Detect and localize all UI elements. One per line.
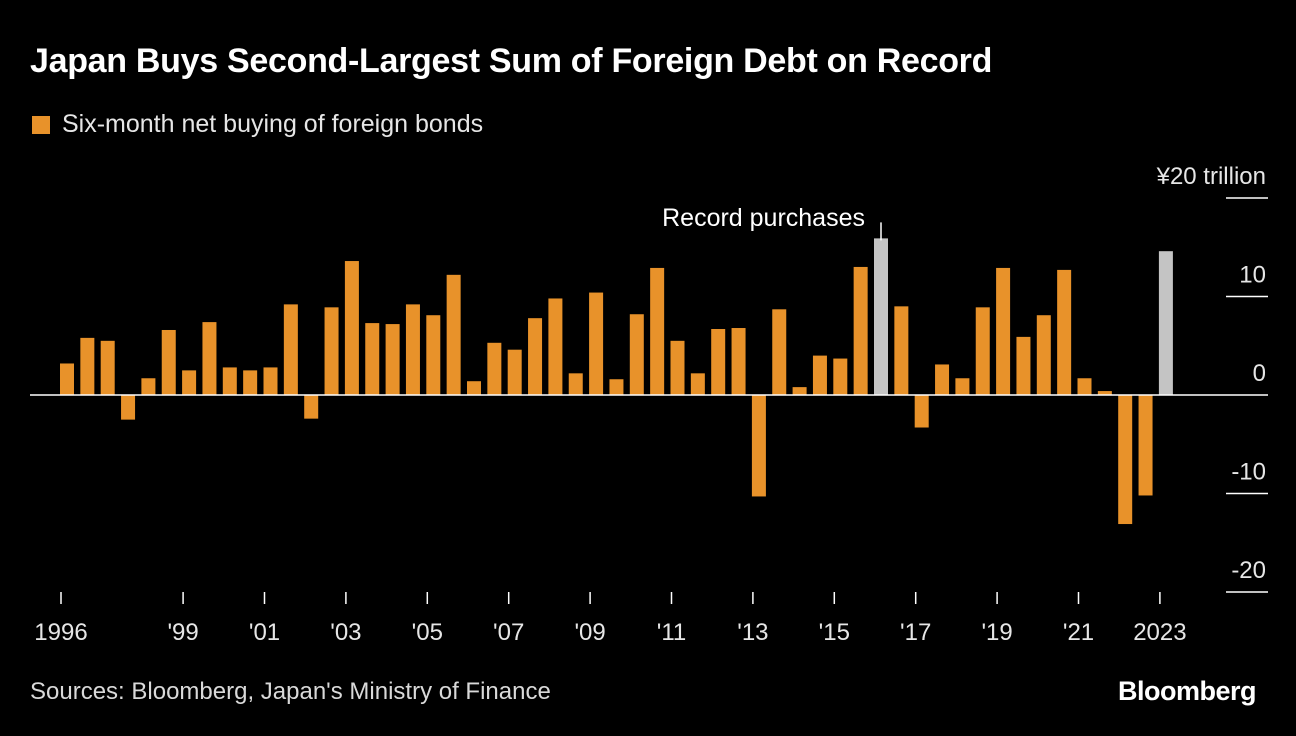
x-tick-label: '21: [1063, 619, 1094, 646]
chart-title: Japan Buys Second-Largest Sum of Foreign…: [30, 42, 993, 80]
y-tick-label: ¥20 trillion: [1156, 163, 1266, 190]
bar: [1057, 269, 1072, 395]
bar: [528, 318, 543, 395]
bar: [344, 261, 359, 395]
bar: [751, 395, 766, 497]
bar: [1016, 336, 1031, 395]
bar: [385, 324, 400, 395]
bar: [80, 337, 95, 395]
legend-label: Six-month net buying of foreign bonds: [62, 110, 484, 138]
y-tick-label: 0: [1253, 360, 1266, 387]
x-tick-label: '03: [330, 619, 361, 646]
annotation-label: Record purchases: [662, 204, 865, 232]
bar: [568, 373, 583, 395]
bar: [833, 358, 848, 395]
bar: [202, 322, 217, 395]
bar: [894, 306, 909, 395]
bar: [711, 329, 726, 395]
bar: [100, 340, 115, 395]
x-tick-label: '19: [981, 619, 1012, 646]
x-tick-label: '09: [574, 619, 605, 646]
x-tick-label: '05: [412, 619, 443, 646]
bar: [955, 378, 970, 395]
bar: [304, 395, 319, 419]
x-tick-label: '07: [493, 619, 524, 646]
x-tick-label: '11: [657, 619, 687, 646]
bar: [589, 292, 604, 395]
bar: [772, 309, 787, 395]
bar: [996, 267, 1011, 395]
bar: [914, 395, 929, 428]
bar: [507, 349, 522, 395]
x-tick-label: '15: [819, 619, 850, 646]
bar: [161, 329, 176, 395]
bloomberg-logo: Bloomberg: [1117, 676, 1257, 706]
bar: [263, 367, 278, 395]
bar: [283, 304, 298, 395]
bar: [975, 307, 990, 395]
x-tick-label: 2023: [1133, 619, 1186, 646]
x-tick-label: 1996: [34, 619, 87, 646]
bar: [60, 363, 74, 395]
x-tick-label: '99: [167, 619, 198, 646]
x-tick-label: '17: [900, 619, 931, 646]
bar: [935, 364, 950, 395]
y-tick-label: -20: [1231, 557, 1266, 584]
bar: [1097, 391, 1112, 395]
legend: Six-month net buying of foreign bonds: [32, 110, 483, 139]
bar: [609, 379, 624, 395]
x-tick-label: '01: [249, 619, 280, 646]
bar: [812, 355, 827, 395]
bar: [405, 304, 420, 395]
bar: [1077, 378, 1092, 395]
bar: [650, 267, 665, 395]
bar: [182, 370, 197, 395]
bar: [243, 370, 258, 395]
bar: [426, 315, 441, 395]
bar: [1036, 315, 1051, 395]
y-tick-label: -10: [1231, 459, 1266, 486]
highlight-bar: [874, 238, 888, 395]
y-tick-label: 10: [1239, 262, 1266, 289]
bar: [731, 328, 746, 395]
source-note: Sources: Bloomberg, Japan's Ministry of …: [30, 678, 551, 705]
bar: [446, 274, 461, 395]
bar: [467, 381, 481, 395]
legend-swatch: [32, 115, 50, 134]
bar: [670, 340, 685, 395]
bar: [1118, 395, 1133, 525]
bar: [365, 323, 380, 395]
bar: [487, 342, 502, 395]
bar: [853, 266, 868, 395]
bar: [222, 367, 237, 395]
bar: [324, 307, 339, 395]
bar: [121, 395, 136, 420]
bar: [629, 314, 644, 395]
bar: [690, 373, 705, 395]
highlight-bar: [1158, 251, 1173, 395]
bar: [548, 298, 563, 395]
bar: [1138, 395, 1153, 496]
x-tick-label: '13: [737, 619, 768, 646]
bar: [792, 387, 807, 395]
bar: [141, 378, 156, 395]
